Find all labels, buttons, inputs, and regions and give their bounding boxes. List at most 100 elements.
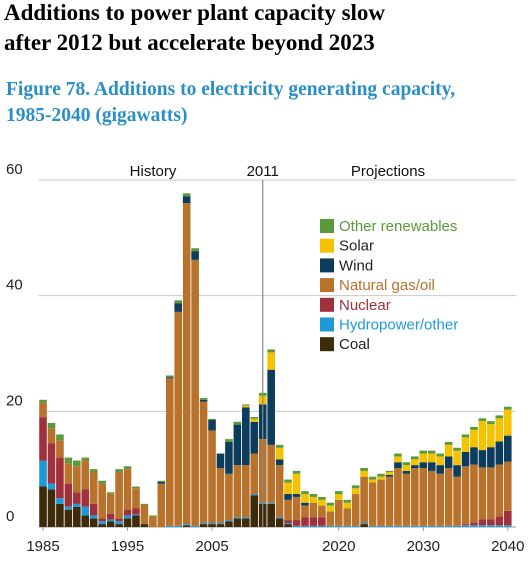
bar-segment: [444, 444, 453, 457]
bar-segment: [284, 522, 292, 525]
y-tick-label: 60: [6, 161, 23, 178]
bar-segment: [360, 524, 368, 527]
bar-segment: [411, 468, 419, 526]
bar-segment: [411, 459, 419, 466]
bar-segment: [503, 409, 512, 436]
bar-segment: [98, 518, 106, 522]
bar-segment: [64, 463, 73, 484]
bar-segment: [292, 496, 301, 521]
bar-segment: [402, 525, 411, 527]
bar-segment: [427, 525, 436, 527]
bar-segment: [309, 517, 318, 526]
bar-segment: [81, 515, 90, 527]
bar-segment: [123, 518, 132, 527]
bar-segment: [292, 494, 301, 497]
bar-segment: [106, 519, 115, 522]
bar-segment: [301, 502, 309, 506]
bar-segment: [250, 418, 259, 422]
bar-segment: [427, 450, 436, 454]
bar-segment: [343, 525, 352, 527]
bar-segment: [47, 422, 56, 429]
bar-segment: [199, 399, 208, 402]
bar-segment: [292, 525, 301, 527]
bar-segment: [242, 518, 250, 527]
bar-segment: [149, 515, 157, 517]
bar-segment: [453, 447, 461, 451]
bar-segment: [503, 435, 512, 462]
bar-segment: [495, 516, 504, 526]
bar-segment: [411, 525, 419, 527]
bar-segment: [275, 447, 284, 460]
bar-segment: [453, 450, 461, 466]
bar-segment: [385, 525, 394, 527]
bar-segment: [343, 499, 352, 503]
bar-segment: [267, 369, 275, 445]
bar-segment: [174, 525, 183, 527]
bar-segment: [334, 494, 343, 500]
bar-segment: [427, 453, 436, 463]
bar-segment: [267, 502, 275, 504]
bar-segment: [487, 519, 495, 526]
bar-segment: [470, 447, 478, 465]
bar-segment: [453, 525, 461, 527]
bar-segment: [73, 506, 81, 527]
bar-segment: [115, 521, 123, 525]
bar-segment: [419, 450, 428, 454]
bar-segment: [444, 525, 453, 527]
bar-segment: [411, 465, 419, 469]
bar-segment: [427, 470, 436, 526]
bar-segment: [56, 440, 64, 458]
bar-segment: [436, 453, 444, 457]
bar-segment: [132, 488, 140, 509]
bar-segment: [191, 259, 199, 526]
bar-segment: [377, 525, 385, 527]
bar-segment: [98, 524, 106, 527]
bar-segment: [225, 473, 233, 521]
bar-segment: [56, 498, 64, 504]
bar-segment: [267, 352, 275, 370]
legend-label: Hydropower/other: [339, 317, 458, 334]
bar-segment: [394, 456, 402, 463]
bar-segment: [360, 468, 368, 471]
bar-segment: [64, 509, 73, 527]
legend-label: Wind: [339, 257, 373, 274]
bar-segment: [64, 457, 73, 464]
bar-segment: [47, 489, 56, 527]
bar-segment: [318, 525, 326, 527]
bar-segment: [503, 510, 512, 526]
bar-segment: [115, 524, 123, 527]
bar-segment: [292, 470, 301, 474]
bar-segment: [360, 470, 368, 477]
bar-segment: [402, 462, 411, 466]
bar-segment: [284, 520, 292, 523]
bar-segment: [368, 479, 377, 483]
bar-segment: [250, 495, 259, 527]
bar-segment: [470, 429, 478, 448]
bar-segment: [487, 424, 495, 448]
bar-segment: [106, 521, 115, 527]
bar-segment: [233, 465, 242, 518]
history-label: History: [130, 163, 177, 180]
bar-segment: [436, 525, 444, 527]
bar-segment: [427, 462, 436, 471]
bar-segment: [267, 503, 275, 527]
bar-segment: [351, 485, 360, 489]
bar-segment: [106, 492, 115, 494]
legend-swatch: [320, 258, 334, 273]
bar-segment: [377, 479, 385, 526]
bar-segment: [233, 421, 242, 425]
legend-label: Nuclear: [339, 297, 391, 314]
bar-segment: [402, 473, 411, 526]
bar-segment: [199, 524, 208, 527]
bar-segment: [478, 519, 487, 526]
bar-segment: [334, 499, 343, 526]
bar-segment: [267, 349, 275, 353]
bar-segment: [461, 524, 470, 526]
bar-segment: [39, 399, 47, 403]
bar-segment: [165, 377, 174, 379]
bar-segment: [267, 444, 275, 503]
bar-segment: [436, 473, 444, 526]
bar-segment: [318, 496, 326, 500]
bar-segment: [495, 415, 504, 419]
bar-segment: [470, 426, 478, 430]
